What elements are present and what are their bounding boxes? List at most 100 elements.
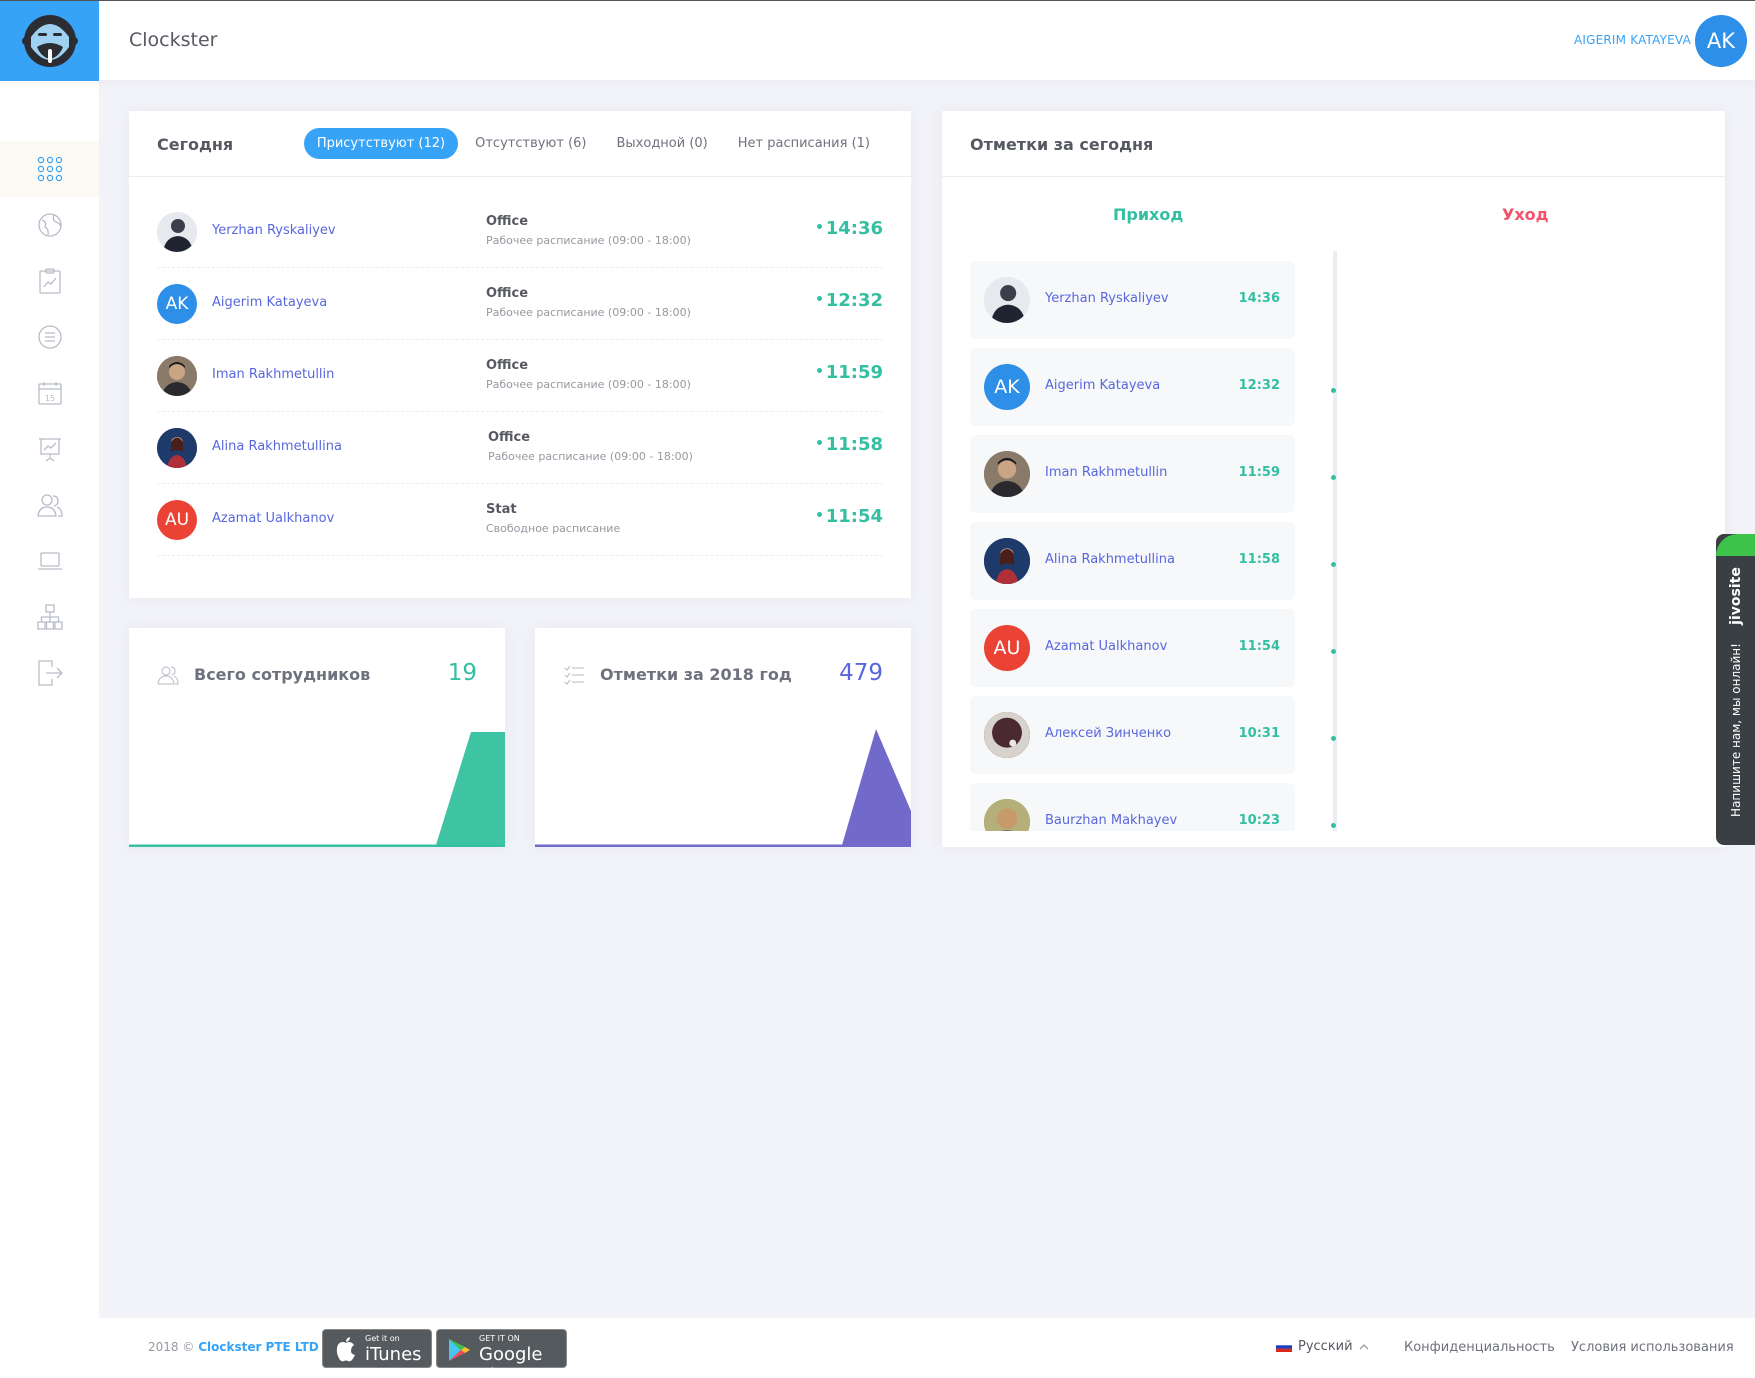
- employees-sparkline: [129, 732, 505, 847]
- logout-icon: [36, 659, 64, 687]
- robot-logo-icon: [21, 15, 78, 67]
- chat-widget[interactable]: jivosite Напишите нам, мы онлайн!: [1716, 534, 1755, 845]
- globe-icon: [36, 211, 64, 239]
- tab-absent[interactable]: Отсутствуют (6): [475, 136, 587, 151]
- google-play-icon: [449, 1339, 470, 1361]
- avatar: [984, 712, 1030, 758]
- yearly-marks-value: 479: [839, 660, 883, 686]
- list-item[interactable]: Iman Rakhmetullin 11:59: [970, 435, 1295, 513]
- user-photo-icon: [984, 712, 1030, 758]
- today-card-header: Сегодня Присутствуют (12) Отсутствуют (6…: [129, 111, 911, 177]
- mark-employee-name[interactable]: Алексей Зинченко: [1045, 726, 1172, 741]
- marks-timeline[interactable]: Yerzhan Ryskaliyev 14:36 AK Aigerim Kata…: [970, 251, 1690, 831]
- itunes-small-text: Get it on: [365, 1334, 400, 1343]
- employee-name[interactable]: Iman Rakhmetullin: [212, 367, 335, 382]
- avatar: [984, 277, 1030, 323]
- terms-link[interactable]: Условия использования: [1571, 1340, 1734, 1355]
- itunes-button[interactable]: Get it on iTunes: [322, 1329, 432, 1368]
- top-header: Clockster AIGERIM KATAYEVA AK: [0, 0, 1755, 81]
- privacy-link[interactable]: Конфиденциальность: [1404, 1340, 1555, 1355]
- today-tabs: Присутствуют (12) Отсутствуют (6) Выходн…: [303, 128, 883, 159]
- clipboard-chart-icon: [36, 267, 64, 295]
- itunes-big-text: iTunes: [365, 1344, 422, 1365]
- sidebar-item-structure[interactable]: [0, 589, 99, 645]
- user-photo-icon: [984, 451, 1030, 497]
- sidebar-item-devices[interactable]: [0, 533, 99, 589]
- mark-employee-name[interactable]: Aigerim Katayeva: [1045, 378, 1161, 393]
- timeline-dot: [1331, 736, 1336, 741]
- tab-present[interactable]: Присутствуют (12): [303, 128, 459, 159]
- mark-employee-name[interactable]: Iman Rakhmetullin: [1045, 465, 1168, 480]
- sidebar-item-reports[interactable]: [0, 253, 99, 309]
- sidebar: 15: [0, 80, 99, 1378]
- employee-name[interactable]: Azamat Ualkhanov: [212, 511, 335, 526]
- list-item[interactable]: Алексей Зинченко 10:31: [970, 696, 1295, 774]
- today-marks-card: Отметки за сегодня Приход Уход Yerzhan R…: [942, 111, 1725, 847]
- total-employees-label: Всего сотрудников: [194, 665, 371, 684]
- employee-name[interactable]: Aigerim Katayeva: [212, 295, 328, 310]
- employee-schedule: Рабочее расписание (09:00 - 18:00): [486, 306, 691, 319]
- employee-row[interactable]: Alina Rakhmetullina Office Рабочее распи…: [157, 412, 883, 484]
- avatar: [984, 799, 1030, 831]
- tab-day-off[interactable]: Выходной (0): [616, 136, 708, 151]
- mark-employee-name[interactable]: Alina Rakhmetullina: [1045, 552, 1175, 567]
- today-marks-header: Отметки за сегодня: [942, 111, 1725, 177]
- employee-schedule: Рабочее расписание (09:00 - 18:00): [488, 450, 693, 463]
- company-link[interactable]: Clockster PTE LTD: [198, 1340, 319, 1354]
- mark-time: 11:54: [1238, 639, 1280, 654]
- leaf-icon: [1716, 534, 1755, 556]
- app-logo[interactable]: [0, 1, 99, 81]
- employee-row[interactable]: Iman Rakhmetullin Office Рабочее расписа…: [157, 340, 883, 412]
- employee-row[interactable]: AK Aigerim Katayeva Office Рабочее распи…: [157, 268, 883, 340]
- mark-employee-name[interactable]: Yerzhan Ryskaliyev: [1045, 291, 1169, 306]
- sidebar-item-dashboard[interactable]: [0, 141, 99, 197]
- presentation-chart-icon: [36, 435, 64, 463]
- mark-time: 10:31: [1238, 726, 1280, 741]
- avatar: AU: [157, 500, 197, 540]
- employee-row[interactable]: AU Azamat Ualkhanov Stat Свободное распи…: [157, 484, 883, 556]
- employee-name[interactable]: Yerzhan Ryskaliyev: [212, 223, 336, 238]
- total-employees-card: Всего сотрудников 19: [129, 628, 505, 847]
- language-selector[interactable]: Русский: [1276, 1339, 1369, 1354]
- sidebar-item-globe[interactable]: [0, 197, 99, 253]
- timeline-dot: [1331, 823, 1336, 828]
- employee-checkin-time: 11:54: [817, 506, 883, 527]
- list-item[interactable]: AU Azamat Ualkhanov 11:54: [970, 609, 1295, 687]
- mark-time: 12:32: [1238, 378, 1280, 393]
- mark-employee-name[interactable]: Baurzhan Makhayev: [1045, 813, 1178, 828]
- employee-place: Office: [486, 286, 529, 301]
- google-play-button[interactable]: GET IT ON Google Play: [436, 1329, 567, 1378]
- today-marks-title: Отметки за сегодня: [970, 135, 1154, 154]
- list-item[interactable]: AK Aigerim Katayeva 12:32: [970, 348, 1295, 426]
- list-item[interactable]: Alina Rakhmetullina 11:58: [970, 522, 1295, 600]
- sidebar-item-analytics[interactable]: [0, 421, 99, 477]
- employee-place: Stat: [486, 502, 517, 517]
- avatar: [984, 538, 1030, 584]
- employee-place: Office: [486, 358, 529, 373]
- sidebar-item-employees[interactable]: [0, 477, 99, 533]
- copyright: 2018 © Clockster PTE LTD: [148, 1340, 319, 1354]
- sidebar-item-list[interactable]: [0, 309, 99, 365]
- users-icon: [36, 491, 64, 519]
- chat-brand: jivosite: [1728, 567, 1744, 625]
- tab-no-schedule[interactable]: Нет расписания (1): [737, 136, 870, 151]
- mark-time: 14:36: [1238, 291, 1280, 306]
- user-photo-icon: [157, 428, 197, 468]
- employee-schedule: Рабочее расписание (09:00 - 18:00): [486, 378, 691, 391]
- user-name[interactable]: AIGERIM KATAYEVA: [1573, 33, 1691, 47]
- user-photo-icon: [984, 538, 1030, 584]
- sidebar-item-calendar[interactable]: 15: [0, 365, 99, 421]
- calendar-icon: 15: [36, 379, 64, 407]
- list-item[interactable]: Yerzhan Ryskaliyev 14:36: [970, 261, 1295, 339]
- employee-schedule: Рабочее расписание (09:00 - 18:00): [486, 234, 691, 247]
- today-title: Сегодня: [157, 135, 234, 154]
- list-item[interactable]: Baurzhan Makhayev 10:23: [970, 783, 1295, 831]
- employee-row[interactable]: Yerzhan Ryskaliyev Office Рабочее распис…: [157, 196, 883, 268]
- user-photo-icon: [157, 356, 197, 396]
- employee-name[interactable]: Alina Rakhmetullina: [212, 439, 342, 454]
- mark-employee-name[interactable]: Azamat Ualkhanov: [1045, 639, 1168, 654]
- sidebar-item-logout[interactable]: [0, 645, 99, 701]
- user-avatar[interactable]: AK: [1695, 15, 1747, 67]
- checkout-column-title: Уход: [1502, 205, 1549, 224]
- timeline-dot: [1331, 649, 1336, 654]
